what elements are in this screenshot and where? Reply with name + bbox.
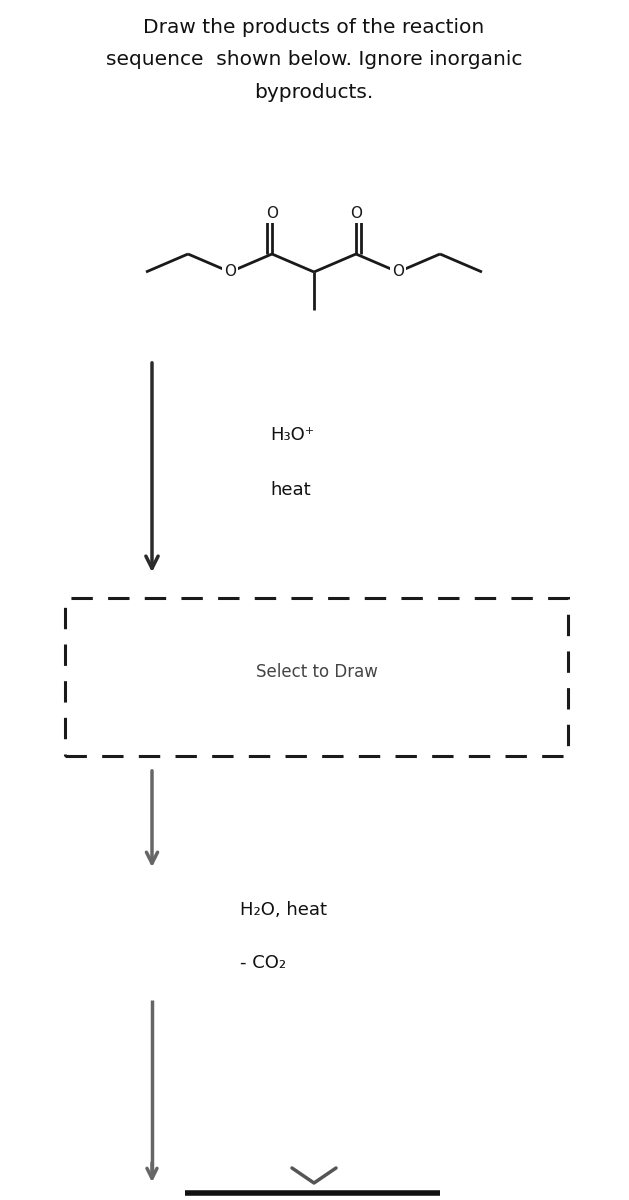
Text: Select to Draw: Select to Draw bbox=[255, 662, 377, 680]
Text: O: O bbox=[224, 264, 236, 280]
Text: sequence  shown below. Ignore inorganic: sequence shown below. Ignore inorganic bbox=[106, 50, 522, 68]
Text: heat: heat bbox=[270, 481, 311, 499]
Text: Draw the products of the reaction: Draw the products of the reaction bbox=[143, 18, 484, 37]
Text: O: O bbox=[266, 205, 278, 221]
Text: O: O bbox=[350, 205, 362, 221]
Text: byproducts.: byproducts. bbox=[254, 83, 374, 102]
Text: O: O bbox=[392, 264, 404, 280]
Text: - CO₂: - CO₂ bbox=[240, 954, 286, 972]
Text: H₃O⁺: H₃O⁺ bbox=[270, 426, 314, 444]
Text: H₂O, heat: H₂O, heat bbox=[240, 901, 327, 919]
